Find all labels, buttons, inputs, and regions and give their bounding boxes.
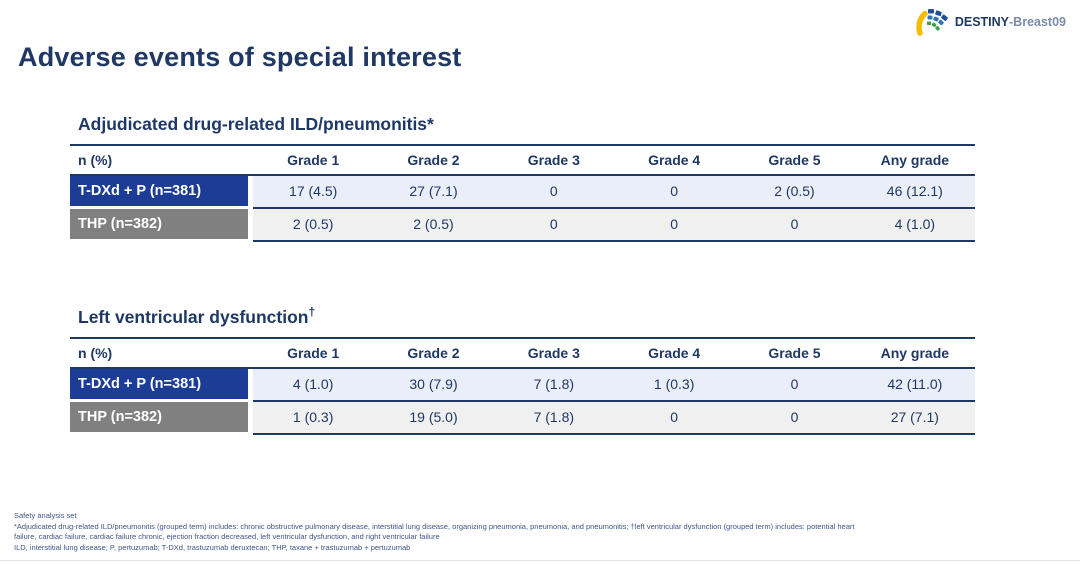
- table-cell: 0: [493, 208, 614, 242]
- table-cell: 7 (1.8): [493, 401, 614, 435]
- table-cell: 0: [493, 175, 614, 209]
- footnote-analysis-set: Safety analysis set: [14, 511, 77, 520]
- ild-table: n (%) Grade 1 Grade 2 Grade 3 Grade 4 Gr…: [70, 143, 975, 242]
- table-cell: 27 (7.1): [373, 175, 494, 209]
- logo-suffix: -Breast09: [1009, 15, 1066, 29]
- table-cell: 46 (12.1): [854, 175, 975, 209]
- section-lv-dysfunction: Left ventricular dysfunction† n (%) Grad…: [70, 300, 975, 435]
- footnote-grouped-terms-1: *Adjudicated drug-related ILD/pneumoniti…: [14, 521, 855, 531]
- table-row-thp: THP (n=382) 1 (0.3) 19 (5.0) 7 (1.8) 0 0…: [70, 401, 975, 435]
- column-header-grade3: Grade 3: [493, 143, 614, 176]
- table-cell: 0: [613, 208, 735, 242]
- table-title-lvd: Left ventricular dysfunction†: [78, 300, 975, 329]
- table-cell: 2 (0.5): [373, 208, 494, 242]
- column-header-grade5: Grade 5: [734, 336, 855, 369]
- destiny-breast09-logo: DESTINY-Breast09: [916, 8, 1066, 36]
- footnote-abbreviations: ILD, interstitial lung disease; P, pertu…: [14, 542, 411, 552]
- column-header-grade3: Grade 3: [493, 336, 614, 369]
- table-title-lvd-text: Left ventricular dysfunction: [78, 306, 309, 327]
- table-cell: 0: [734, 368, 855, 402]
- table-row-tdxd: T-DXd + P (n=381) 4 (1.0) 30 (7.9) 7 (1.…: [70, 368, 975, 402]
- row-header-thp: THP (n=382): [70, 208, 253, 242]
- table-cell: 1 (0.3): [613, 368, 735, 402]
- column-header-anygrade: Any grade: [854, 336, 975, 369]
- slide-bottom-edge: [0, 560, 1080, 561]
- lvd-header-row: n (%) Grade 1 Grade 2 Grade 3 Grade 4 Gr…: [70, 336, 975, 369]
- column-header-n-pct: n (%): [70, 336, 253, 369]
- column-header-grade4: Grade 4: [613, 143, 735, 176]
- table-cell: 4 (1.0): [253, 368, 374, 402]
- column-header-grade5: Grade 5: [734, 143, 855, 176]
- row-header-tdxd: T-DXd + P (n=381): [70, 368, 253, 402]
- table-cell: 27 (7.1): [854, 401, 975, 435]
- lvd-table: n (%) Grade 1 Grade 2 Grade 3 Grade 4 Gr…: [70, 336, 975, 435]
- table-cell: 2 (0.5): [253, 208, 374, 242]
- footnotes: Safety analysis set *Adjudicated drug-re…: [14, 511, 1076, 553]
- table-cell: 17 (4.5): [253, 175, 374, 209]
- section-ild-pneumonitis: Adjudicated drug-related ILD/pneumonitis…: [70, 107, 975, 242]
- table-title-ild: Adjudicated drug-related ILD/pneumonitis…: [78, 107, 975, 136]
- table-cell: 0: [734, 401, 855, 435]
- column-header-anygrade: Any grade: [854, 143, 975, 176]
- table-row-thp: THP (n=382) 2 (0.5) 2 (0.5) 0 0 0 4 (1.0…: [70, 208, 975, 242]
- table-cell: 7 (1.8): [493, 368, 614, 402]
- table-cell: 2 (0.5): [734, 175, 855, 209]
- column-header-n-pct: n (%): [70, 143, 253, 176]
- table-title-lvd-sup: †: [308, 305, 316, 319]
- ild-header-row: n (%) Grade 1 Grade 2 Grade 3 Grade 4 Gr…: [70, 143, 975, 176]
- logo-name: DESTINY: [954, 15, 1010, 29]
- column-header-grade2: Grade 2: [373, 336, 494, 369]
- page-title: Adverse events of special interest: [18, 42, 462, 73]
- table-title-ild-text: Adjudicated drug-related ILD/pneumonitis…: [78, 113, 434, 134]
- column-header-grade1: Grade 1: [253, 336, 374, 369]
- table-cell: 1 (0.3): [253, 401, 374, 435]
- column-header-grade1: Grade 1: [253, 143, 374, 176]
- table-cell: 0: [734, 208, 855, 242]
- column-header-grade2: Grade 2: [373, 143, 494, 176]
- table-cell: 30 (7.9): [373, 368, 494, 402]
- table-cell: 4 (1.0): [854, 208, 975, 242]
- column-header-grade4: Grade 4: [613, 336, 735, 369]
- row-header-thp: THP (n=382): [70, 401, 253, 435]
- logo-text: DESTINY-Breast09: [955, 15, 1066, 29]
- footnote-grouped-terms-2: failure, cardiac failure, cardiac failur…: [14, 532, 440, 541]
- row-header-tdxd: T-DXd + P (n=381): [70, 175, 253, 209]
- table-cell: 0: [613, 175, 735, 209]
- table-row-tdxd: T-DXd + P (n=381) 17 (4.5) 27 (7.1) 0 0 …: [70, 175, 975, 209]
- table-cell: 42 (11.0): [854, 368, 975, 402]
- table-cell: 0: [613, 401, 735, 435]
- table-cell: 19 (5.0): [373, 401, 494, 435]
- destiny-fan-icon: [916, 9, 948, 36]
